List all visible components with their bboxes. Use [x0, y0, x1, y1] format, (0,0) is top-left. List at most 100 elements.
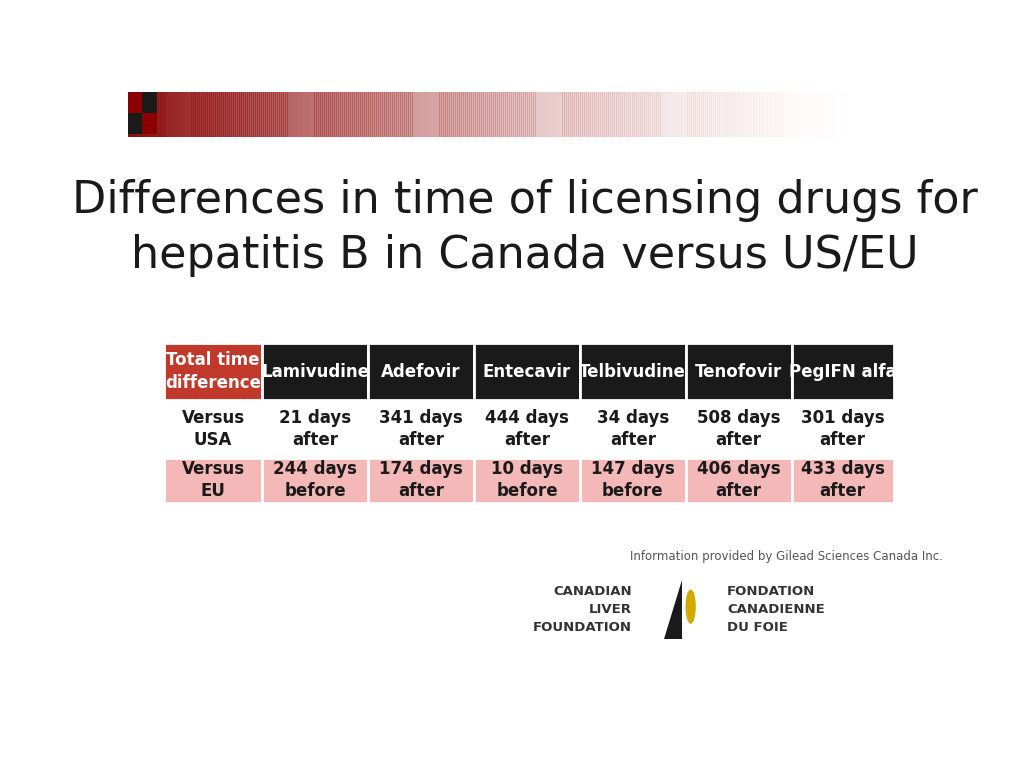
FancyBboxPatch shape — [604, 92, 607, 137]
FancyBboxPatch shape — [793, 92, 796, 137]
FancyBboxPatch shape — [140, 92, 142, 137]
FancyBboxPatch shape — [164, 343, 262, 399]
FancyBboxPatch shape — [712, 92, 714, 137]
FancyBboxPatch shape — [369, 343, 474, 399]
FancyBboxPatch shape — [437, 92, 440, 137]
FancyBboxPatch shape — [499, 92, 502, 137]
FancyBboxPatch shape — [652, 92, 654, 137]
FancyBboxPatch shape — [372, 92, 375, 137]
FancyBboxPatch shape — [142, 92, 144, 137]
FancyBboxPatch shape — [281, 92, 284, 137]
FancyBboxPatch shape — [775, 92, 777, 137]
Text: 147 days
before: 147 days before — [591, 460, 675, 501]
FancyBboxPatch shape — [262, 407, 369, 451]
FancyBboxPatch shape — [196, 92, 199, 137]
FancyBboxPatch shape — [443, 92, 446, 137]
FancyBboxPatch shape — [570, 92, 573, 137]
FancyBboxPatch shape — [295, 92, 297, 137]
FancyBboxPatch shape — [316, 92, 319, 137]
FancyBboxPatch shape — [474, 458, 580, 502]
FancyBboxPatch shape — [209, 92, 212, 137]
FancyBboxPatch shape — [648, 92, 650, 137]
Text: 10 days
before: 10 days before — [490, 460, 563, 501]
FancyBboxPatch shape — [338, 92, 341, 137]
Text: Total time
difference: Total time difference — [165, 352, 261, 392]
Text: Lamivudine: Lamivudine — [261, 362, 370, 381]
FancyBboxPatch shape — [680, 92, 682, 137]
FancyBboxPatch shape — [769, 92, 772, 137]
FancyBboxPatch shape — [792, 343, 894, 399]
FancyBboxPatch shape — [583, 92, 585, 137]
FancyBboxPatch shape — [456, 92, 458, 137]
FancyBboxPatch shape — [494, 92, 496, 137]
FancyBboxPatch shape — [206, 92, 208, 137]
FancyBboxPatch shape — [238, 92, 240, 137]
FancyBboxPatch shape — [394, 92, 396, 137]
FancyBboxPatch shape — [369, 458, 474, 502]
FancyBboxPatch shape — [142, 113, 157, 134]
FancyBboxPatch shape — [519, 92, 521, 137]
Text: 406 days
after: 406 days after — [697, 460, 780, 501]
FancyBboxPatch shape — [628, 92, 631, 137]
FancyBboxPatch shape — [523, 92, 525, 137]
FancyBboxPatch shape — [293, 92, 296, 137]
FancyBboxPatch shape — [521, 92, 523, 137]
FancyBboxPatch shape — [225, 92, 228, 137]
FancyBboxPatch shape — [693, 92, 696, 137]
Text: 508 days
after: 508 days after — [697, 409, 780, 449]
FancyBboxPatch shape — [547, 92, 550, 137]
FancyBboxPatch shape — [507, 92, 510, 137]
FancyBboxPatch shape — [778, 92, 781, 137]
FancyBboxPatch shape — [435, 92, 438, 137]
FancyBboxPatch shape — [229, 92, 232, 137]
FancyBboxPatch shape — [158, 92, 161, 137]
FancyBboxPatch shape — [483, 92, 486, 137]
FancyBboxPatch shape — [555, 92, 557, 137]
FancyBboxPatch shape — [154, 92, 157, 137]
FancyBboxPatch shape — [285, 92, 288, 137]
FancyBboxPatch shape — [600, 92, 603, 137]
FancyBboxPatch shape — [310, 92, 313, 137]
FancyBboxPatch shape — [765, 92, 768, 137]
FancyBboxPatch shape — [191, 92, 195, 137]
FancyBboxPatch shape — [753, 92, 756, 137]
FancyBboxPatch shape — [426, 92, 428, 137]
FancyBboxPatch shape — [219, 92, 222, 137]
FancyBboxPatch shape — [187, 92, 190, 137]
FancyBboxPatch shape — [735, 92, 738, 137]
FancyBboxPatch shape — [622, 92, 625, 137]
Text: Telbivudine: Telbivudine — [580, 362, 686, 381]
Text: 34 days
after: 34 days after — [597, 409, 669, 449]
FancyBboxPatch shape — [174, 92, 176, 137]
FancyBboxPatch shape — [207, 92, 210, 137]
FancyBboxPatch shape — [717, 92, 720, 137]
FancyBboxPatch shape — [805, 92, 807, 137]
FancyBboxPatch shape — [162, 92, 165, 137]
FancyBboxPatch shape — [526, 92, 529, 137]
FancyBboxPatch shape — [755, 92, 758, 137]
FancyBboxPatch shape — [608, 92, 611, 137]
FancyBboxPatch shape — [638, 92, 641, 137]
FancyBboxPatch shape — [441, 92, 444, 137]
FancyBboxPatch shape — [739, 92, 741, 137]
FancyBboxPatch shape — [807, 92, 809, 137]
FancyBboxPatch shape — [390, 92, 392, 137]
FancyBboxPatch shape — [342, 92, 345, 137]
FancyBboxPatch shape — [388, 92, 391, 137]
FancyBboxPatch shape — [128, 113, 142, 134]
FancyBboxPatch shape — [797, 92, 800, 137]
FancyBboxPatch shape — [327, 92, 329, 137]
FancyBboxPatch shape — [213, 92, 216, 137]
FancyBboxPatch shape — [517, 92, 519, 137]
FancyBboxPatch shape — [610, 92, 613, 137]
FancyBboxPatch shape — [721, 92, 724, 137]
FancyBboxPatch shape — [150, 92, 153, 137]
FancyBboxPatch shape — [634, 92, 637, 137]
FancyBboxPatch shape — [134, 92, 137, 137]
FancyBboxPatch shape — [410, 92, 413, 137]
FancyBboxPatch shape — [626, 92, 629, 137]
FancyBboxPatch shape — [314, 92, 317, 137]
FancyBboxPatch shape — [132, 92, 135, 137]
FancyBboxPatch shape — [657, 92, 660, 137]
FancyBboxPatch shape — [181, 92, 184, 137]
